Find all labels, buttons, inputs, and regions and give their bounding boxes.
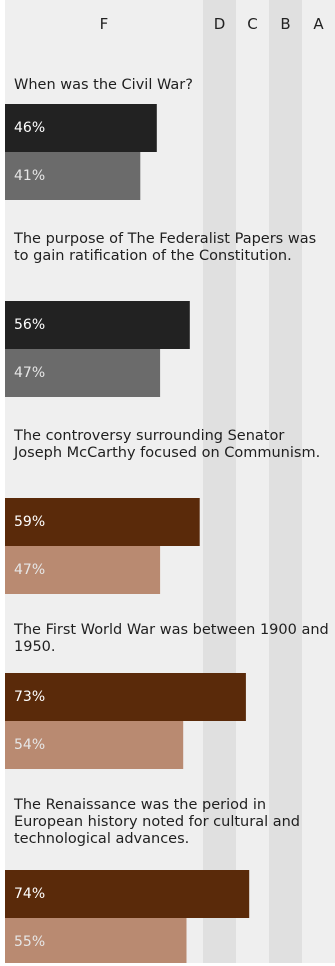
grade-band-c xyxy=(236,0,269,963)
grade-label-d: D xyxy=(213,15,226,33)
bar-2-secondary xyxy=(5,349,161,397)
bar-label-2-secondary: 47% xyxy=(14,365,46,381)
bar-label-3-secondary: 47% xyxy=(14,562,46,578)
bar-4-primary xyxy=(5,673,246,721)
bar-label-3-primary: 59% xyxy=(14,514,46,530)
bar-label-2-primary: 56% xyxy=(14,317,46,333)
bar-label-5-primary: 74% xyxy=(14,886,46,902)
bar-label-4-primary: 73% xyxy=(14,689,46,705)
bar-5-secondary xyxy=(5,918,187,963)
question-5: The Renaissance was the period in Europe… xyxy=(14,797,301,847)
bar-1-primary xyxy=(5,104,157,152)
bar-4-secondary xyxy=(5,721,184,769)
bar-1-secondary xyxy=(5,152,141,200)
grade-band-d xyxy=(203,0,236,963)
bar-label-5-secondary: 55% xyxy=(14,934,46,950)
bar-label-4-secondary: 54% xyxy=(14,737,46,753)
question-1: When was the Civil War? xyxy=(14,77,193,93)
question-4: The First World War was between 1900 and… xyxy=(14,622,329,655)
grade-band-b xyxy=(269,0,302,963)
question-3: The controversy surrounding Senator Jose… xyxy=(14,428,321,461)
bar-label-1-secondary: 41% xyxy=(14,168,46,184)
grade-label-f: F xyxy=(99,15,109,33)
bar-3-primary xyxy=(5,498,200,546)
grade-label-a: A xyxy=(313,15,324,33)
bar-label-1-primary: 46% xyxy=(14,120,46,136)
bar-5-primary xyxy=(5,870,250,918)
grade-label-b: B xyxy=(280,15,291,33)
question-2: The purpose of The Federalist Papers was… xyxy=(14,231,317,264)
bar-2-primary xyxy=(5,301,190,349)
grade-band-a xyxy=(302,0,335,963)
grade-label-c: C xyxy=(247,15,258,33)
bar-3-secondary xyxy=(5,546,161,594)
